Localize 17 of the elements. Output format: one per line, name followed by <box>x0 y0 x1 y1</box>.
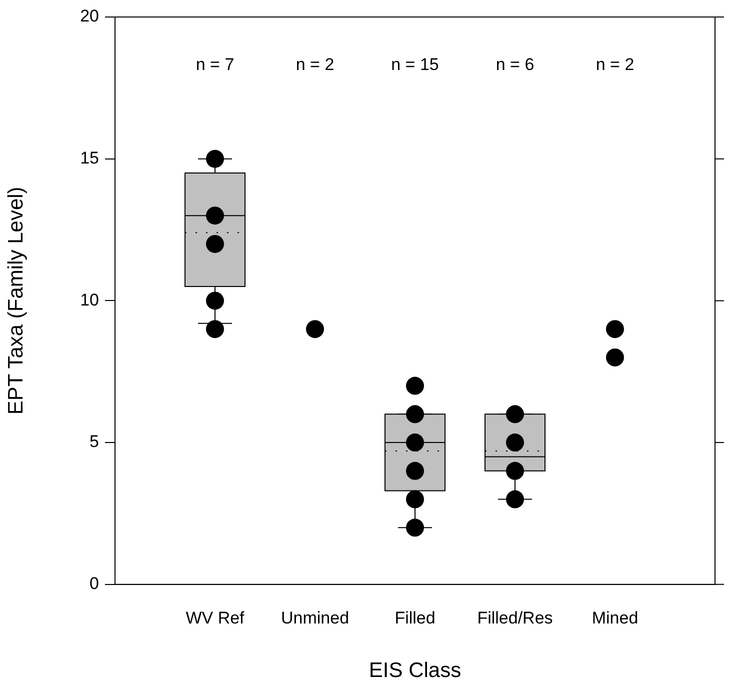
x-tick-label: Filled/Res <box>477 608 553 628</box>
annotation: n = 2 <box>596 54 634 74</box>
x-tick-label: WV Ref <box>186 608 245 628</box>
annotation: n = 6 <box>496 54 534 74</box>
x-tick-label: Unmined <box>280 608 350 628</box>
x-tick-label: Mined <box>592 608 638 628</box>
annotation: n = 2 <box>296 54 334 74</box>
y-tick-label: 10 <box>80 290 99 310</box>
y-tick-label: 15 <box>80 148 99 168</box>
y-tick-label: 0 <box>90 574 99 594</box>
x-axis-title: EIS Class <box>368 659 462 682</box>
y-axis-title: EPT Taxa (Family Level) <box>4 186 28 415</box>
y-tick-label: 5 <box>90 432 99 452</box>
x-tick-label: Filled <box>394 608 436 628</box>
annotation: n = 15 <box>391 54 439 74</box>
annotation: n = 7 <box>196 54 234 74</box>
y-tick-label: 20 <box>80 6 99 26</box>
